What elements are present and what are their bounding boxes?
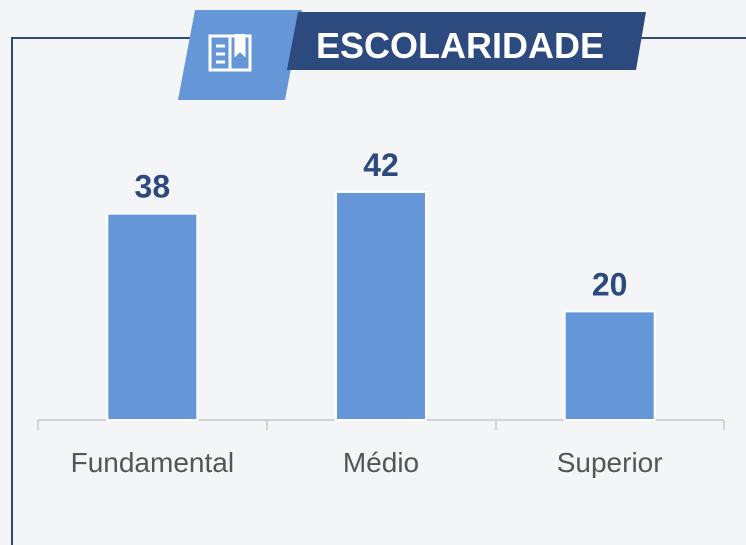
book-icon [208, 34, 252, 72]
x-tick-label: Superior [557, 447, 663, 478]
chart-title: ESCOLARIDADE [316, 25, 604, 66]
title-banner [287, 12, 646, 70]
bar [563, 310, 656, 421]
value-label: 38 [135, 169, 171, 205]
x-tick-label: Médio [343, 447, 419, 478]
x-tick-label: Fundamental [71, 447, 234, 478]
bar [335, 190, 427, 421]
value-label: 20 [592, 266, 628, 302]
frame [11, 37, 746, 545]
bar [106, 212, 199, 421]
icon-banner [178, 10, 302, 100]
value-label: 42 [363, 147, 399, 183]
